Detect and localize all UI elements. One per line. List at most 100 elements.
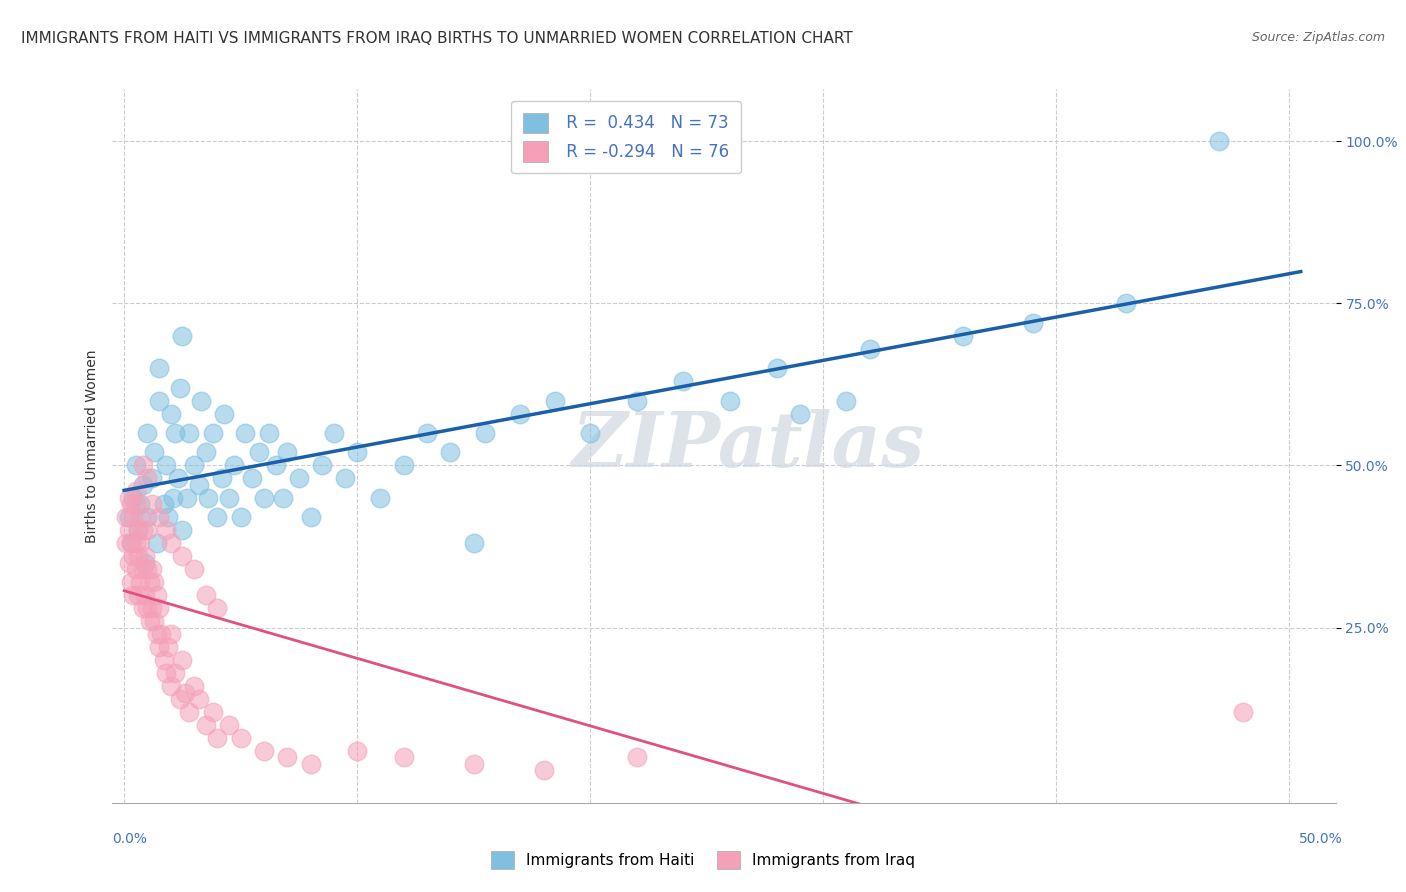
Point <box>335 471 357 485</box>
Point <box>169 381 191 395</box>
Point <box>148 361 170 376</box>
Point <box>148 510 170 524</box>
Point <box>172 524 194 538</box>
Point <box>127 549 149 564</box>
Point <box>233 425 256 440</box>
Point <box>299 756 322 771</box>
Point <box>143 445 166 459</box>
Point <box>187 478 209 492</box>
Point <box>463 536 485 550</box>
Point <box>165 425 187 440</box>
Point <box>299 510 322 524</box>
Point <box>118 510 141 524</box>
Point <box>765 361 787 376</box>
Point <box>120 497 142 511</box>
Point <box>214 407 236 421</box>
Point <box>136 510 159 524</box>
Point <box>201 705 224 719</box>
Legend: Immigrants from Haiti, Immigrants from Iraq: Immigrants from Haiti, Immigrants from I… <box>485 845 921 875</box>
Point <box>474 425 496 440</box>
Point <box>626 750 648 764</box>
Point <box>218 491 240 505</box>
Point <box>257 425 280 440</box>
Point <box>136 425 159 440</box>
Point <box>207 510 229 524</box>
Point <box>187 692 209 706</box>
Point <box>183 458 205 473</box>
Point <box>1232 705 1254 719</box>
Point <box>141 471 163 485</box>
Point <box>544 393 567 408</box>
Point <box>136 471 159 485</box>
Point <box>122 549 145 564</box>
Point <box>416 425 439 440</box>
Point <box>148 601 170 615</box>
Point <box>162 491 184 505</box>
Point <box>139 575 162 590</box>
Point <box>118 556 141 570</box>
Point <box>145 627 167 641</box>
Point <box>183 562 205 576</box>
Point <box>159 627 181 641</box>
Point <box>288 471 311 485</box>
Point <box>183 679 205 693</box>
Point <box>392 458 415 473</box>
Text: ZIPatlas: ZIPatlas <box>572 409 925 483</box>
Point <box>253 744 276 758</box>
Point <box>143 575 166 590</box>
Point <box>322 425 344 440</box>
Point <box>346 744 368 758</box>
Point <box>129 497 152 511</box>
Point <box>129 510 152 524</box>
Point <box>134 588 156 602</box>
Point <box>240 471 263 485</box>
Point <box>145 588 167 602</box>
Point <box>125 458 148 473</box>
Point <box>159 679 181 693</box>
Point <box>122 491 145 505</box>
Text: 0.0%: 0.0% <box>112 832 148 846</box>
Point <box>271 491 294 505</box>
Point <box>132 478 155 492</box>
Point <box>789 407 811 421</box>
Point <box>152 653 174 667</box>
Point <box>276 750 298 764</box>
Point <box>136 562 159 576</box>
Point <box>155 666 177 681</box>
Point <box>835 393 858 408</box>
Point <box>172 549 194 564</box>
Point <box>132 562 155 576</box>
Point <box>141 497 163 511</box>
Point <box>132 524 155 538</box>
Point <box>136 601 159 615</box>
Text: IMMIGRANTS FROM HAITI VS IMMIGRANTS FROM IRAQ BIRTHS TO UNMARRIED WOMEN CORRELAT: IMMIGRANTS FROM HAITI VS IMMIGRANTS FROM… <box>21 31 853 46</box>
Point <box>125 497 148 511</box>
Point <box>172 328 194 343</box>
Point <box>120 536 142 550</box>
Point <box>125 536 148 550</box>
Point <box>463 756 485 771</box>
Point <box>129 575 152 590</box>
Point <box>155 524 177 538</box>
Point <box>346 445 368 459</box>
Point <box>201 425 224 440</box>
Point <box>159 536 181 550</box>
Point <box>148 640 170 654</box>
Point <box>157 510 180 524</box>
Point <box>229 731 252 745</box>
Point <box>172 653 194 667</box>
Point <box>190 393 212 408</box>
Point <box>155 458 177 473</box>
Point <box>247 445 270 459</box>
Point <box>952 328 974 343</box>
Point <box>141 601 163 615</box>
Point <box>194 588 217 602</box>
Point <box>509 407 531 421</box>
Point <box>141 562 163 576</box>
Point <box>179 705 201 719</box>
Point <box>229 510 252 524</box>
Point <box>157 640 180 654</box>
Point <box>132 458 155 473</box>
Point <box>176 491 198 505</box>
Point <box>197 491 219 505</box>
